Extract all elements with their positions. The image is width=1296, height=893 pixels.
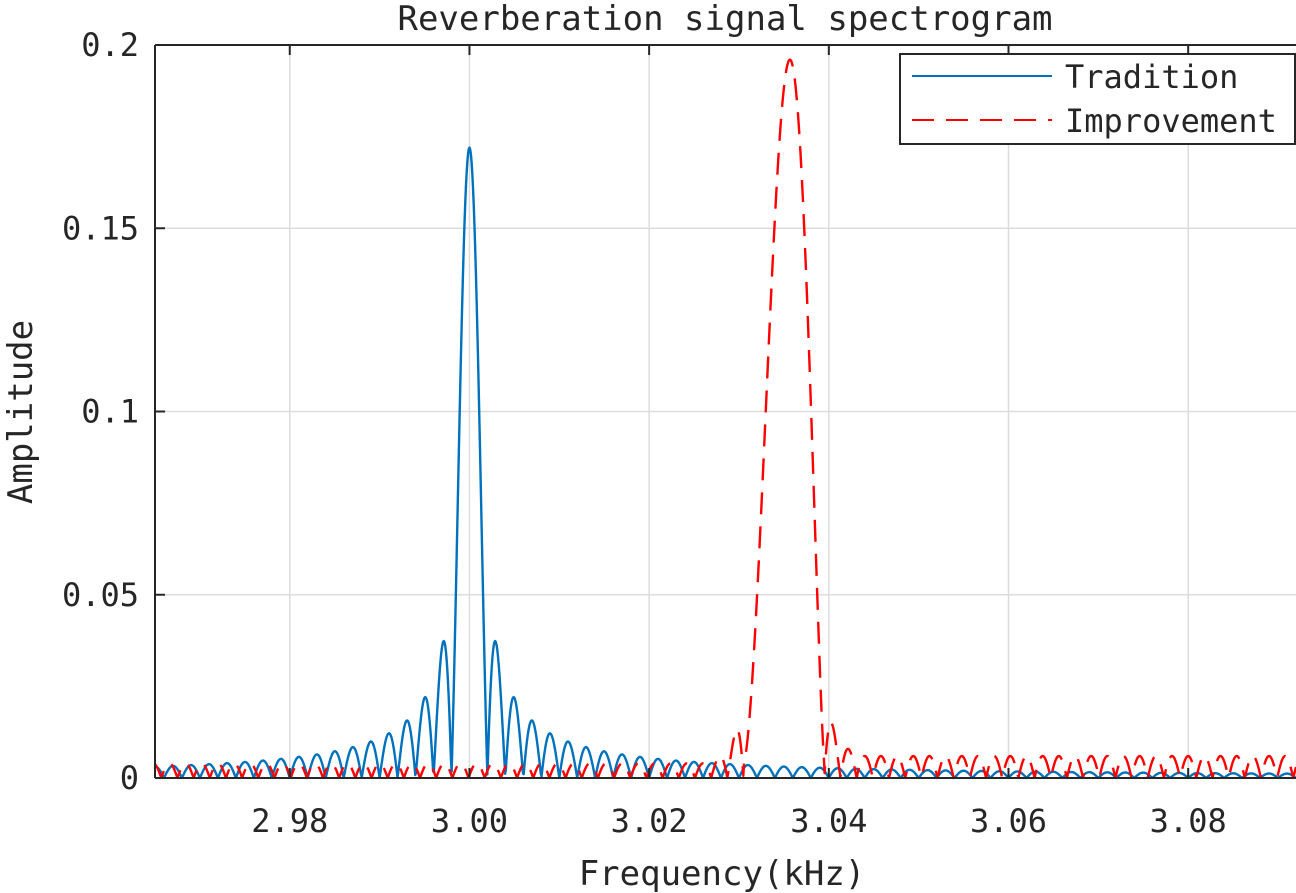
- x-tick-label-5: 3.08: [1150, 802, 1227, 840]
- tick-labels: 2.98 3.00 3.02 3.04 3.06 3.08 0 0.05 0.1 0.15 0.2: [62, 26, 1227, 840]
- legend-box: [899, 53, 1296, 145]
- x-tick-label-0: 2.98: [251, 802, 328, 840]
- x-tick-label-3: 3.04: [790, 802, 867, 840]
- chart-title: Reverberation signal spectrogram: [397, 0, 1052, 39]
- legend: Tradition Improvement: [899, 53, 1296, 145]
- x-tick-label-4: 3.06: [970, 802, 1047, 840]
- x-axis-label: Frequency(kHz): [579, 854, 866, 893]
- y-tick-label-1: 0.05: [62, 576, 139, 614]
- x-tick-label-2: 3.02: [611, 802, 688, 840]
- y-axis-label: Amplitude: [1, 320, 41, 504]
- y-tick-label-3: 0.15: [62, 209, 139, 247]
- series-line-improvement: [154, 58, 1296, 780]
- legend-label-tradition: Tradition: [1065, 58, 1238, 96]
- y-tick-label-0: 0: [120, 759, 139, 797]
- axes: [154, 44, 1296, 779]
- y-tick-label-4: 0.2: [81, 26, 139, 64]
- y-tick-label-2: 0.1: [81, 393, 139, 431]
- series-layer: [154, 58, 1296, 780]
- legend-label-improvement: Improvement: [1065, 102, 1277, 140]
- x-tick-label-1: 3.00: [431, 802, 508, 840]
